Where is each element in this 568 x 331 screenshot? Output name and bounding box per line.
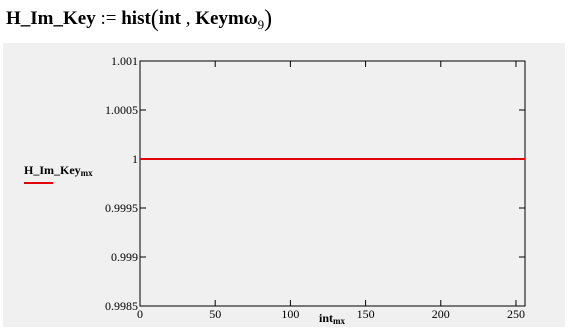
formula-comma: , <box>180 8 196 29</box>
x-tick-label: 150 <box>357 307 375 321</box>
formula-open-paren: ( <box>150 6 159 32</box>
y-tick-label: 1.001 <box>111 54 138 68</box>
x-axis-label: intmx <box>319 311 346 326</box>
y-tick-label: 0.9995 <box>105 201 138 215</box>
formula-lhs: H_Im_Key <box>6 8 96 29</box>
x-tick-label: 100 <box>281 307 299 321</box>
x-tick-label: 200 <box>432 307 450 321</box>
y-tick-label: 1.0005 <box>105 103 138 117</box>
x-tick-label: 0 <box>137 307 143 321</box>
histogram-chart: 0 50 100 150 200 250 0.9985 0.999 0.9995 1 1.0005… <box>24 54 526 326</box>
formula-arg2-symbol: ω <box>243 8 258 29</box>
y-ticks: 0.9985 0.999 0.9995 1 1.0005 1.001 <box>105 54 525 313</box>
formula[interactable]: H_Im_Key := hist(int , Keymω9) <box>6 4 272 33</box>
formula-close-paren: ) <box>264 6 273 32</box>
x-tick-label: 50 <box>209 307 221 321</box>
y-tick-label: 0.999 <box>111 250 138 264</box>
y-tick-label: 0.9985 <box>105 299 138 313</box>
formula-operator: := <box>100 8 117 29</box>
x-ticks: 0 50 100 150 200 250 <box>137 61 525 321</box>
x-tick-label: 250 <box>507 307 525 321</box>
formula-function: hist <box>121 8 151 29</box>
plot-region[interactable]: 0 50 100 150 200 250 0.9985 0.999 0.9995 1 1.0005… <box>3 43 565 327</box>
plot-frame <box>139 60 526 307</box>
formula-arg1: int <box>158 8 181 29</box>
formula-arg2-sub: 9 <box>257 16 265 32</box>
formula-arg2: Keym <box>195 8 244 29</box>
y-axis-label: H_Im_Keymx <box>24 163 93 178</box>
y-tick-label: 1 <box>132 152 138 166</box>
